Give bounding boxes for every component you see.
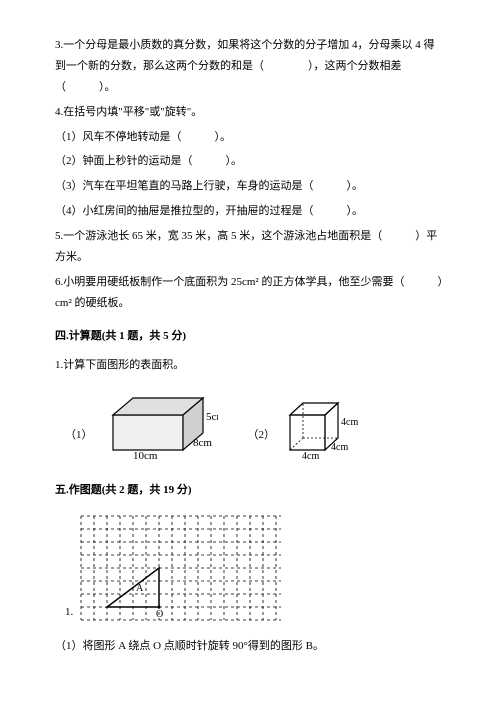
svg-text:4cm: 4cm	[341, 417, 358, 428]
section-5-q1-sub: （1）将图形 A 绕点 O 点顺时针旋转 90°得到的图形 B。	[55, 636, 445, 657]
question-4-sub4: （4）小红房间的抽屉是推拉型的，开抽屉的过程是（ ）。	[55, 201, 445, 222]
grid-number-label: 1.	[65, 602, 73, 623]
svg-text:4cm: 4cm	[331, 442, 348, 453]
section-4-header: 四.计算题(共 1 题，共 5 分)	[55, 326, 445, 347]
figure-row: （1） 5cm 8cm 10cm （2） 4cm 4cm 4cm	[65, 390, 445, 460]
question-4-sub2: （2）钟面上秒针的运动是（ ）。	[55, 151, 445, 172]
svg-text:4cm: 4cm	[302, 451, 319, 460]
figure-2-label: （2）	[248, 425, 276, 446]
figure-1-container: （1） 5cm 8cm 10cm	[65, 390, 218, 460]
question-5: 5.一个游泳池长 65 米，宽 35 米，高 5 米，这个游泳池占地面积是（ ）…	[55, 226, 445, 268]
figure-2-container: （2） 4cm 4cm 4cm	[248, 395, 361, 460]
question-6: 6.小明要用硬纸板制作一个底面积为 25cm² 的正方体学具，他至少需要（ ）c…	[55, 272, 445, 314]
question-3: 3.一个分母是最小质数的真分数，如果将这个分数的分子增加 4，分母乘以 4 得到…	[55, 35, 445, 98]
question-4-sub3: （3）汽车在平坦笔直的马路上行驶，车身的运动是（ ）。	[55, 176, 445, 197]
section-5-header: 五.作图题(共 2 题，共 19 分)	[55, 480, 445, 501]
svg-text:10cm: 10cm	[133, 450, 158, 460]
grid-figure: A O	[76, 511, 286, 626]
svg-text:5cm: 5cm	[206, 411, 218, 423]
question-4: 4.在括号内填"平移"或"旋转"。	[55, 102, 445, 123]
figure-1-label: （1）	[65, 425, 93, 446]
question-4-sub1: （1）风车不停地转动是（ ）。	[55, 127, 445, 148]
point-o-label: O	[156, 609, 163, 620]
point-a-label: A	[136, 583, 144, 594]
grid-figure-container: 1. A O	[65, 511, 445, 626]
cube-figure: 4cm 4cm 4cm	[285, 395, 360, 460]
section-4-q1: 1.计算下面图形的表面积。	[55, 355, 445, 376]
cuboid-figure: 5cm 8cm 10cm	[103, 390, 218, 460]
svg-text:8cm: 8cm	[193, 437, 212, 449]
